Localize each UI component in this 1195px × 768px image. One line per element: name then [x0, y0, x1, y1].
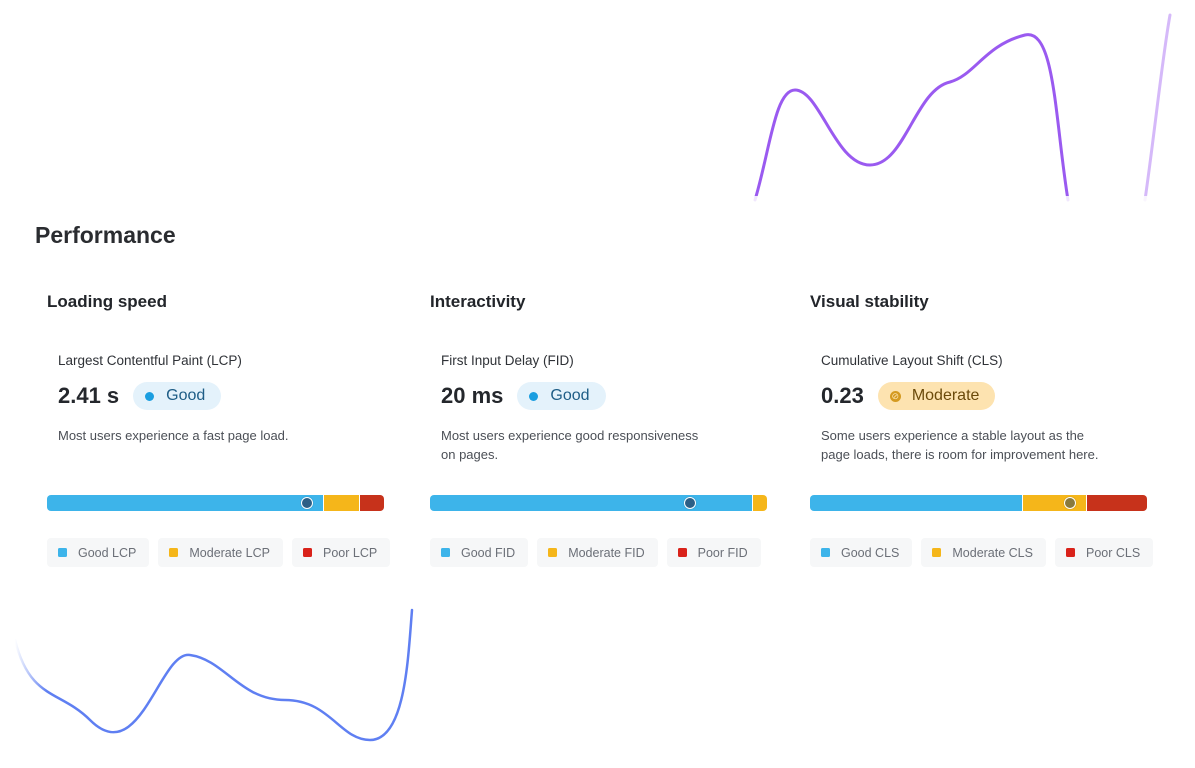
metric-description: Some users experience a stable layout as…	[821, 426, 1098, 464]
legend-label: Moderate LCP	[189, 545, 270, 560]
metric-row: 2.41 s Good	[58, 382, 222, 410]
description-line: Some users experience a stable layout as…	[821, 428, 1085, 443]
card-title: Visual stability	[810, 292, 929, 311]
poor-swatch-icon	[677, 548, 687, 557]
page-title: Performance	[35, 222, 176, 248]
purple-wave-tail	[1143, 13, 1172, 202]
bar-marker	[684, 497, 697, 509]
legend-label: Good CLS	[841, 545, 900, 560]
description-line: page loads, there is room for improvemen…	[821, 447, 1099, 462]
blue-wave-line	[13, 608, 414, 742]
description-line: Most users experience good responsivenes…	[441, 428, 699, 443]
description-line: Most users experience a fast page load.	[58, 428, 289, 443]
good-swatch-icon	[821, 548, 830, 557]
purple-wave-line	[753, 33, 1070, 202]
bar-segment-good	[47, 495, 324, 511]
metric-name: Largest Contentful Paint (LCP)	[58, 353, 242, 368]
card-title: Interactivity	[430, 292, 526, 311]
good-swatch-icon	[441, 548, 450, 557]
legend-item-moderate: Moderate FID	[537, 538, 658, 567]
warning-icon: ⊘	[889, 390, 901, 402]
moderate-swatch-icon	[932, 548, 942, 557]
metric-description: Most users experience a fast page load.	[58, 426, 289, 445]
good-dot-icon	[145, 391, 155, 401]
good-swatch-icon	[58, 548, 67, 557]
poor-swatch-icon	[302, 548, 312, 557]
legend-label: Good LCP	[78, 545, 137, 560]
card-loading-speed: Loading speed Largest Contentful Paint (…	[47, 292, 392, 567]
legend-item-poor: Poor CLS	[1054, 538, 1154, 567]
metric-row: 0.23 ⊘ Moderate	[821, 382, 996, 410]
bar-segment-moderate	[1022, 495, 1087, 511]
legend-label: Good FID	[461, 545, 516, 560]
bar-segment-moderate	[752, 495, 767, 511]
metric-row: 20 ms Good	[441, 382, 606, 410]
legend-item-good: Good FID	[430, 538, 529, 567]
metric-name: First Input Delay (FID)	[441, 353, 574, 368]
distribution-bar	[47, 495, 385, 511]
bar-marker	[1064, 497, 1077, 509]
card-visual-stability: Visual stability Cumulative Layout Shift…	[810, 292, 1155, 567]
legend-item-good: Good CLS	[810, 538, 913, 567]
legend: Good CLS Moderate CLS Poor CLS	[810, 538, 1154, 567]
legend-item-moderate: Moderate CLS	[921, 538, 1046, 567]
card-title: Loading speed	[47, 292, 167, 311]
distribution-bar	[810, 495, 1148, 511]
metric-value: 20 ms	[441, 383, 504, 408]
legend-label: Poor FID	[697, 545, 748, 560]
metric-name: Cumulative Layout Shift (CLS)	[821, 353, 1003, 368]
status-badge: ⊘ Moderate	[877, 382, 996, 410]
card-interactivity: Interactivity First Input Delay (FID) 20…	[430, 292, 775, 567]
legend-item-poor: Poor FID	[666, 538, 761, 567]
metric-value: 0.23	[821, 383, 864, 408]
legend-label: Poor CLS	[1085, 545, 1141, 560]
bar-segment-poor	[359, 495, 384, 511]
metric-value: 2.41 s	[58, 383, 120, 408]
bar-segment-good	[810, 495, 1022, 511]
poor-swatch-icon	[1065, 548, 1075, 557]
metric-description: Most users experience good responsivenes…	[441, 426, 698, 464]
moderate-swatch-icon	[169, 548, 179, 557]
legend-label: Moderate CLS	[952, 545, 1033, 560]
bar-segment-moderate	[324, 495, 359, 511]
legend-item-good: Good LCP	[47, 538, 150, 567]
bar-segment-good	[430, 495, 752, 511]
moderate-swatch-icon	[548, 548, 558, 557]
good-dot-icon	[529, 391, 539, 401]
legend-item-poor: Poor LCP	[291, 538, 391, 567]
status-badge: Good	[133, 382, 222, 410]
legend: Good FID Moderate FID Poor FID	[430, 538, 761, 567]
legend: Good LCP Moderate LCP Poor LCP	[47, 538, 391, 567]
status-label: Good	[166, 387, 206, 404]
status-badge: Good	[517, 382, 606, 410]
status-label: Good	[550, 387, 590, 404]
description-line: on pages.	[441, 447, 499, 462]
legend-item-moderate: Moderate LCP	[158, 538, 283, 567]
bar-segment-poor	[1087, 495, 1147, 511]
legend-label: Moderate FID	[568, 545, 645, 560]
status-label: Moderate	[911, 387, 980, 404]
distribution-bar	[430, 495, 768, 511]
legend-label: Poor LCP	[322, 545, 378, 560]
bar-marker	[301, 497, 314, 509]
